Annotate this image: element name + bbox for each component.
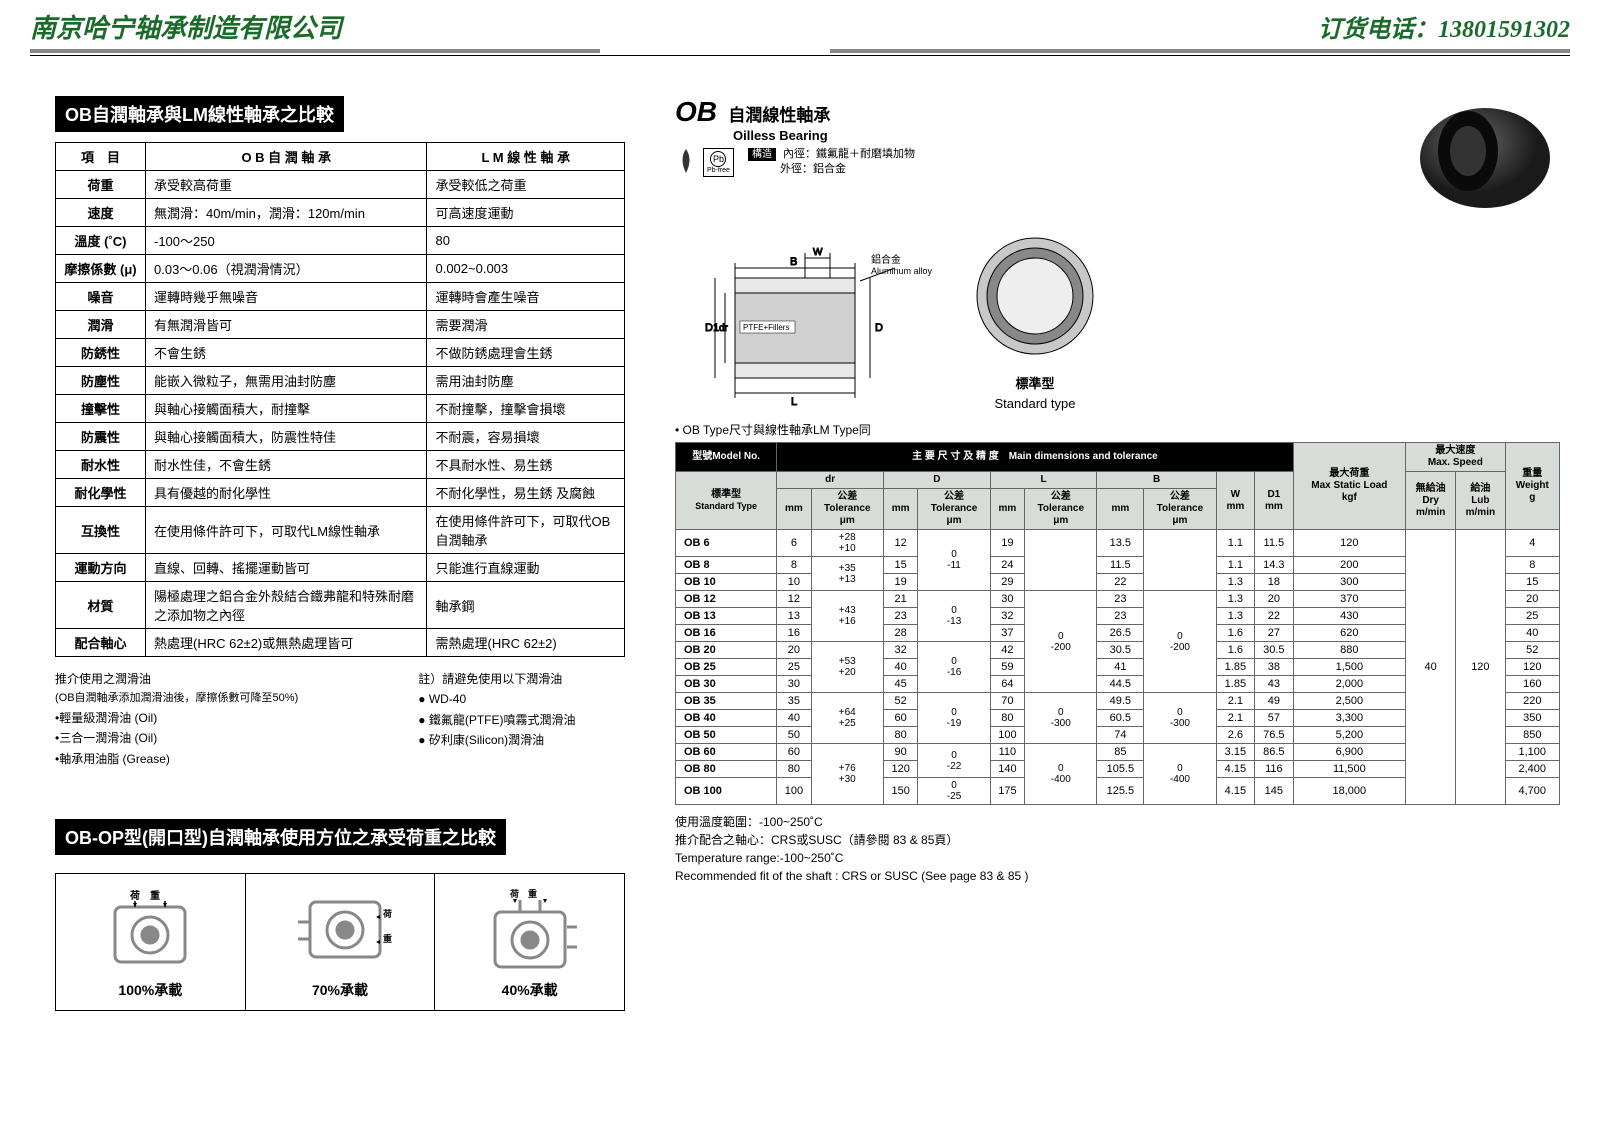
load-icon-70: 荷重 — [250, 884, 431, 974]
table-row: 耐化學性 — [56, 479, 146, 507]
table-row: OB 6 — [676, 530, 777, 557]
svg-text:重: 重 — [383, 933, 392, 944]
load-comparison: 荷 重 100%承載 荷重 70%承載 荷 重 40%承載 — [55, 873, 625, 1011]
table-row: 防銹性 — [56, 339, 146, 367]
table-row: 噪音 — [56, 283, 146, 311]
header-rules — [0, 49, 1600, 66]
foot-2: 推介配合之軸心：CRS或SUSC（請參閱 83 & 85頁） — [675, 831, 1560, 849]
load-label-0: 100%承載 — [60, 980, 241, 1000]
std-cn: 標準型 — [965, 373, 1105, 392]
load-icon-40: 荷 重 — [439, 884, 620, 974]
svg-text:L: L — [791, 396, 797, 408]
diagram-section: B W D1 dr D L 鋁合金Aluminum alloy PTFE+Fil… — [675, 243, 935, 411]
std-en: Standard type — [965, 396, 1105, 411]
table-row: OB 8 — [676, 557, 777, 574]
foot-3: Temperature range:-100~250˚C — [675, 849, 1560, 867]
table-row: OB 10 — [676, 574, 777, 591]
table-row: OB 13 — [676, 608, 777, 625]
dimension-table: 型號Model No. 主 要 尺 寸 及 精 度 Main dimension… — [675, 442, 1560, 805]
cmp-col-1: O B 自 潤 軸 承 — [146, 143, 427, 171]
struct-text2: 外徑：鋁合金 — [780, 163, 846, 175]
table-row: OB 25 — [676, 659, 777, 676]
cmp-col-0: 項 目 — [56, 143, 146, 171]
table-row: 溫度 (˚C) — [56, 227, 146, 255]
table-row: 運動方向 — [56, 554, 146, 582]
product-photo — [1390, 96, 1560, 219]
svg-text:D1: D1 — [705, 322, 719, 334]
pb-free-icon: Pb Pb-free — [703, 148, 734, 177]
table-row: OB 20 — [676, 642, 777, 659]
table-row: 防震性 — [56, 423, 146, 451]
table-row: OB 40 — [676, 710, 777, 727]
notes-right-2: ● 矽利康(Silicon)潤滑油 — [418, 730, 575, 750]
notes-left-1: •三合一潤滑油 (Oil) — [55, 728, 298, 748]
ob-en: Oilless Bearing — [733, 128, 915, 143]
svg-text:B: B — [790, 256, 797, 268]
svg-text:D: D — [875, 322, 883, 334]
notes-left-sub: (OB自潤軸承添加潤滑油後，摩擦係數可降至50%) — [55, 689, 298, 708]
load-label-1: 70%承載 — [250, 980, 431, 1000]
company-name: 南京哈宁轴承制造有限公司 — [30, 8, 342, 45]
leaf-icon — [675, 147, 697, 177]
ob-code: OB — [675, 96, 717, 127]
svg-text:PTFE+Fillers: PTFE+Fillers — [743, 323, 789, 332]
page-header: 南京哈宁轴承制造有限公司 订货电话：13801591302 — [0, 0, 1600, 49]
load-icon-100: 荷 重 — [60, 884, 241, 974]
section1-title: OB自潤軸承與LM線性軸承之比較 — [55, 96, 344, 132]
ob-cn: 自潤線性軸承 — [728, 106, 830, 125]
table-row: 材質 — [56, 582, 146, 629]
table-row: 潤滑 — [56, 311, 146, 339]
foot-1: 使用溫度範圍：-100~250˚C — [675, 813, 1560, 831]
notes-right-0: ● WD-40 — [418, 689, 575, 709]
table-row: OB 16 — [676, 625, 777, 642]
table-row: OB 35 — [676, 693, 777, 710]
svg-text:W: W — [813, 247, 823, 258]
load-label-2: 40%承載 — [439, 980, 620, 1000]
table-row: 配合軸心 — [56, 629, 146, 657]
notes-right-1: ● 鐵氟龍(PTFE)噴霧式潤滑油 — [418, 710, 575, 730]
table-row: 荷重 — [56, 171, 146, 199]
diagram-front: 標準型 Standard type — [965, 231, 1105, 411]
table-row: 防塵性 — [56, 367, 146, 395]
struct-label: 構造 — [748, 148, 776, 161]
svg-text:Aluminum alloy: Aluminum alloy — [871, 266, 933, 276]
notes-left-0: •輕量級潤滑油 (Oil) — [55, 708, 298, 728]
svg-text:荷 重: 荷 重 — [509, 888, 537, 899]
struct-text1: 內徑：鐵氟龍＋耐磨填加物 — [783, 148, 915, 160]
svg-text:荷: 荷 — [382, 908, 392, 919]
table-row: OB 50 — [676, 727, 777, 744]
dim-note: • OB Type尺寸與線性軸承LM Type同 — [675, 421, 1560, 438]
table-row: 速度 — [56, 199, 146, 227]
footer-notes: 使用溫度範圍：-100~250˚C 推介配合之軸心：CRS或SUSC（請參閱 8… — [675, 813, 1560, 885]
comparison-table: 項 目 O B 自 潤 軸 承 L M 線 性 軸 承 荷重承受較高荷重承受較低… — [55, 142, 625, 657]
lubricant-notes: 推介使用之潤滑油 (OB自潤軸承添加潤滑油後，摩擦係數可降至50%) •輕量級潤… — [55, 669, 625, 769]
table-row: OB 60 — [676, 744, 777, 761]
table-row: 互換性 — [56, 507, 146, 554]
foot-4: Recommended fit of the shaft : CRS or SU… — [675, 867, 1560, 885]
cmp-col-2: L M 線 性 軸 承 — [427, 143, 625, 171]
svg-text:鋁合金: 鋁合金 — [871, 253, 901, 266]
svg-text:dr: dr — [719, 323, 729, 334]
table-row: OB 100 — [676, 778, 777, 805]
phone-label: 订货电话：13801591302 — [1318, 9, 1570, 44]
table-row: OB 12 — [676, 591, 777, 608]
notes-right-title: 註）請避免使用以下潤滑油 — [418, 669, 575, 689]
table-row: 摩擦係數 (μ) — [56, 255, 146, 283]
table-row: 耐水性 — [56, 451, 146, 479]
ob-heading: OB 自潤線性軸承 Oilless Bearing Pb Pb-free 構造 … — [675, 96, 915, 213]
table-row: OB 80 — [676, 761, 777, 778]
section2-title: OB-OP型(開口型)自潤軸承使用方位之承受荷重之比較 — [55, 819, 506, 855]
notes-left-title: 推介使用之潤滑油 — [55, 669, 298, 689]
table-row: 撞擊性 — [56, 395, 146, 423]
table-row: OB 30 — [676, 676, 777, 693]
notes-left-2: •軸承用油脂 (Grease) — [55, 749, 298, 769]
svg-text:荷 重: 荷 重 — [129, 889, 160, 902]
